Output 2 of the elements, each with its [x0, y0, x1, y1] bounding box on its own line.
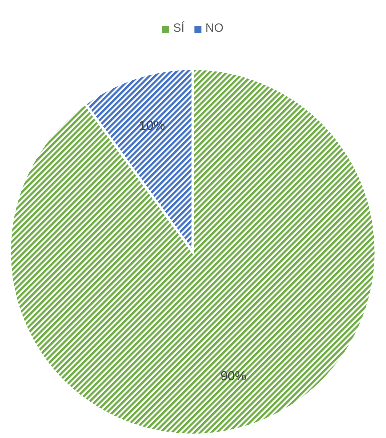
legend-label: SÍ: [173, 21, 186, 35]
legend-label: NO: [206, 21, 224, 35]
